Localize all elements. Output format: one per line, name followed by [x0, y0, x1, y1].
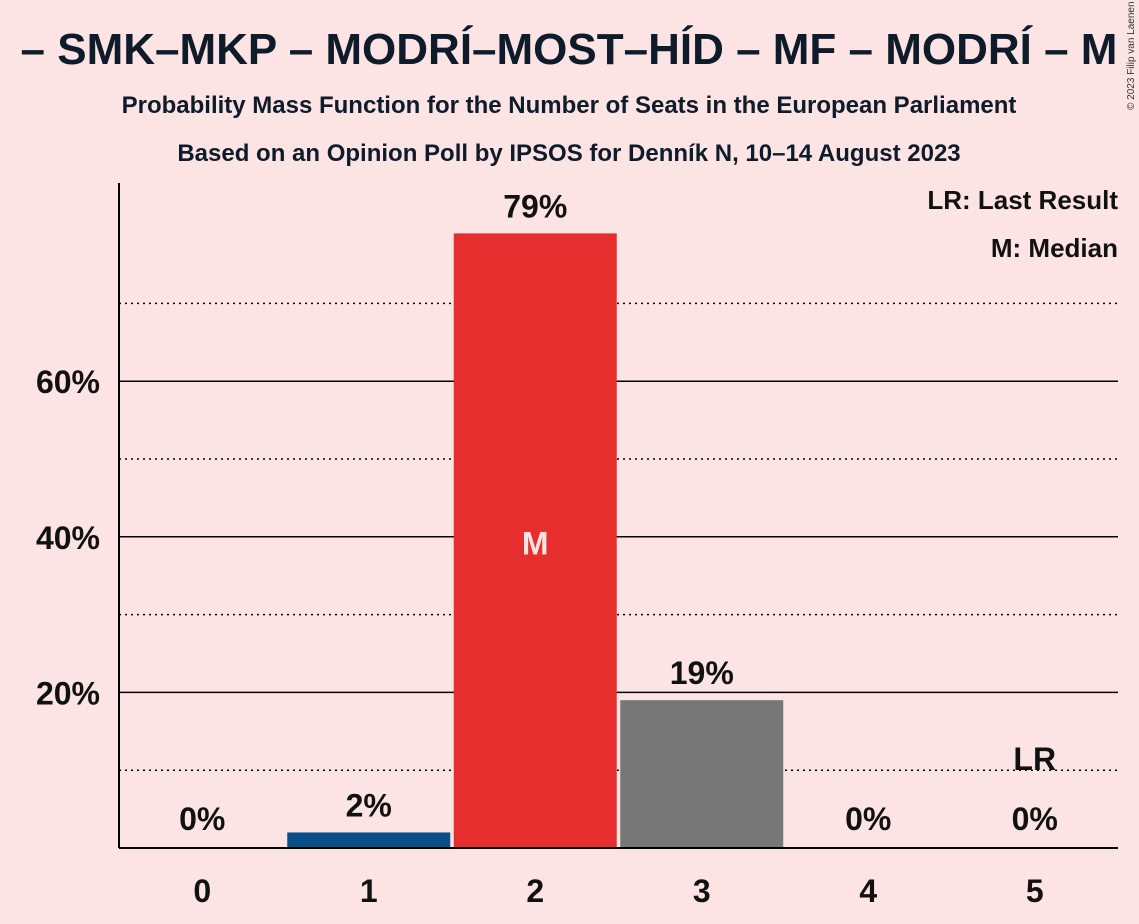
x-tick-label-0: 0: [193, 873, 211, 909]
x-axis-ticks: 0 1 2 3 4 5: [193, 873, 1043, 909]
chart-source: Based on an Opinion Poll by IPSOS for De…: [177, 140, 960, 167]
bars: [287, 233, 784, 848]
legend-last-result: LR: Last Result: [927, 185, 1118, 215]
value-labels: 0% 2% 79% 19% 0% 0% M LR: [179, 188, 1058, 837]
y-tick-label: 60%: [36, 364, 100, 400]
chart-title: – SMK–MKP – MODRÍ–MOST–HÍD – MF – MODRÍ …: [21, 24, 1118, 74]
value-label-3: 19%: [670, 655, 734, 691]
x-tick-label-3: 3: [693, 873, 711, 909]
x-tick-label-1: 1: [360, 873, 378, 909]
x-tick-label-2: 2: [526, 873, 544, 909]
last-result-marker: LR: [1013, 741, 1056, 777]
copyright-text: © 2023 Filip van Laenen: [1126, 1, 1137, 110]
median-marker: M: [522, 526, 549, 562]
y-axis-ticks: 20% 40% 60%: [36, 364, 100, 711]
bar-3: [620, 700, 784, 848]
x-tick-label-4: 4: [859, 873, 877, 909]
x-tick-label-5: 5: [1026, 873, 1044, 909]
value-label-2: 79%: [503, 188, 567, 224]
chart-subtitle: Probability Mass Function for the Number…: [122, 92, 1017, 119]
value-label-1: 2%: [346, 787, 392, 823]
y-tick-label: 20%: [36, 675, 100, 711]
value-label-4: 0%: [845, 801, 891, 837]
bar-2: [453, 233, 617, 848]
gridlines: [119, 302, 1118, 771]
value-label-5: 0%: [1012, 801, 1058, 837]
value-label-0: 0%: [179, 801, 225, 837]
bar-1: [287, 832, 451, 848]
y-tick-label: 40%: [36, 520, 100, 556]
legend-median: M: Median: [991, 233, 1118, 263]
